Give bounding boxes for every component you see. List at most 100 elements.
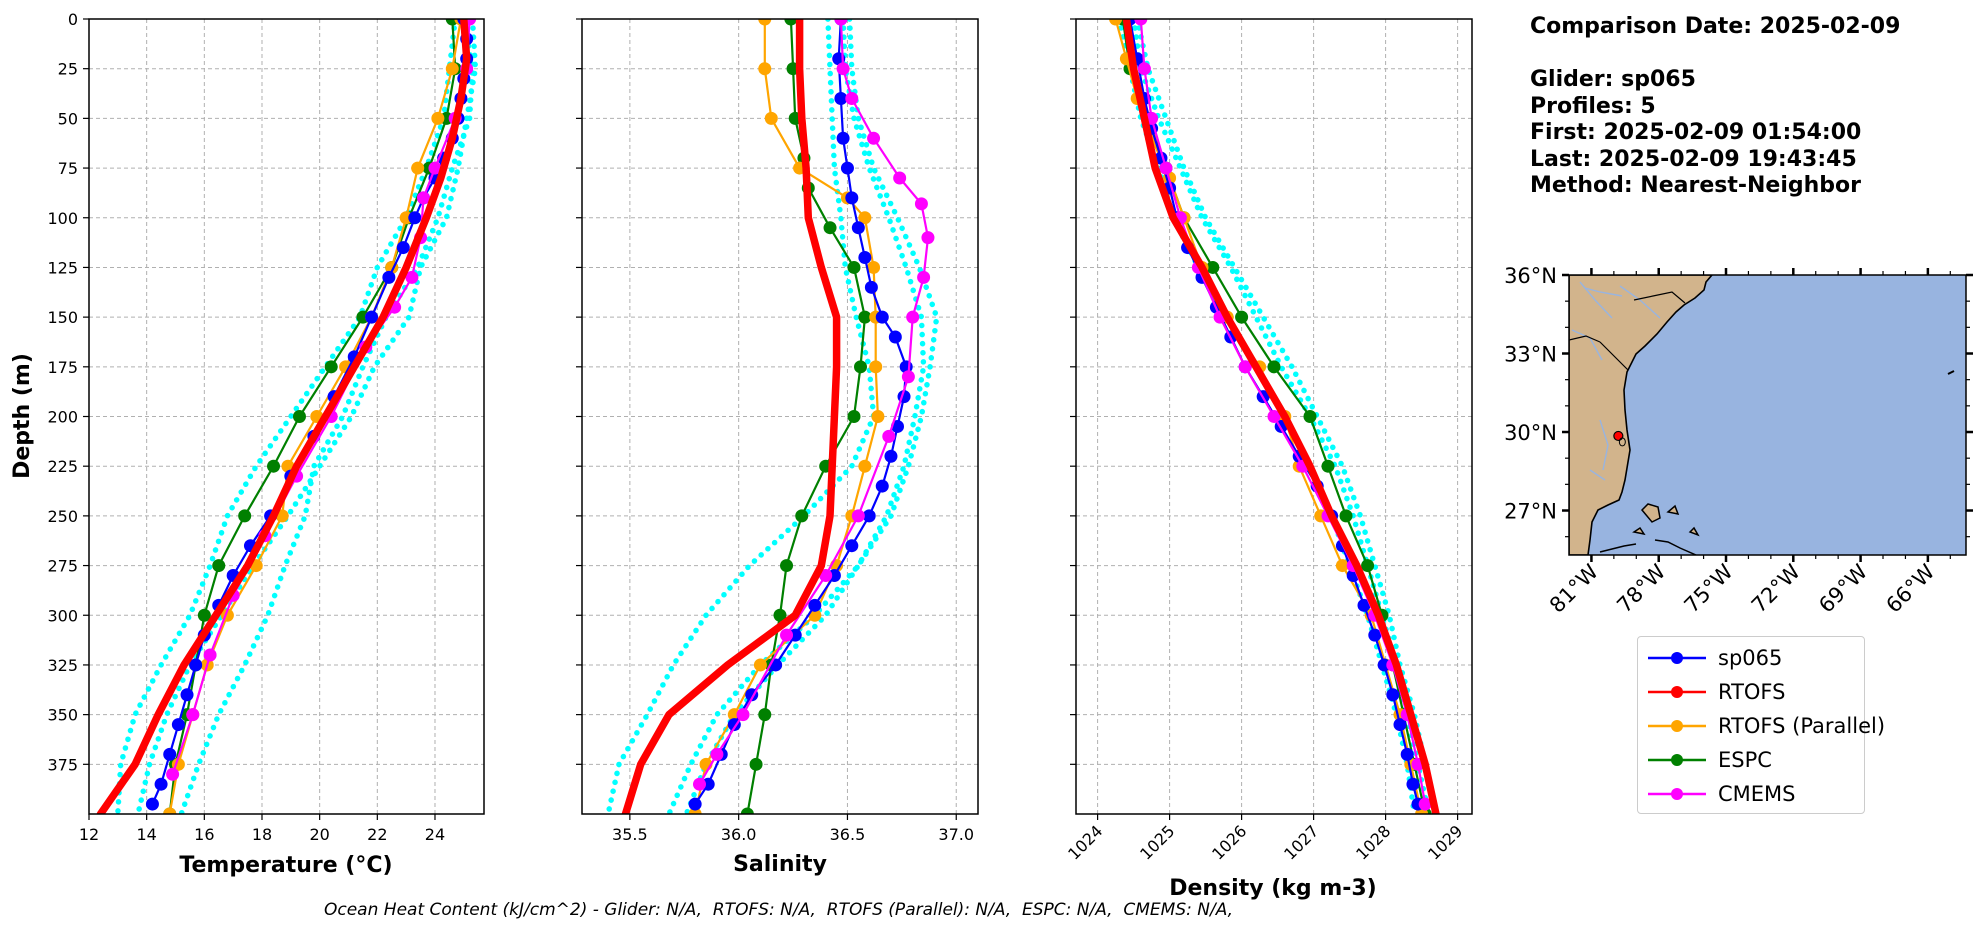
series-line <box>693 19 880 814</box>
data-point <box>758 19 772 26</box>
y-tick-label: 225 <box>47 457 78 476</box>
envelope-line <box>666 19 940 814</box>
density-axis-label: Density (kg m-3) <box>1169 876 1377 901</box>
data-point <box>858 310 872 324</box>
data-point <box>1238 360 1252 374</box>
x-tick-label: 1028 <box>1352 821 1394 863</box>
data-point <box>197 608 211 622</box>
data-point <box>171 718 185 732</box>
y-tick-label: 275 <box>47 557 78 576</box>
data-point <box>884 449 898 463</box>
salinity-panel: 35.5 36.0 36.5 37.0 <box>576 18 979 844</box>
data-point <box>917 270 931 284</box>
lon-tick-label: 69°W <box>1814 559 1872 617</box>
map-keys <box>1599 539 1697 555</box>
data-point <box>893 171 907 185</box>
data-point <box>163 807 177 814</box>
map-cuba-edge <box>1632 503 1700 537</box>
series-line <box>151 19 468 806</box>
data-point <box>864 280 878 294</box>
y-tick-label: 375 <box>47 755 78 774</box>
series-line <box>171 19 471 776</box>
glider-marker <box>1613 430 1624 442</box>
data-point <box>154 777 168 791</box>
lat-tick-label: 30°N <box>1504 421 1557 445</box>
map-borders <box>1569 291 1686 371</box>
data-point <box>145 797 159 811</box>
envelope-line <box>178 19 476 814</box>
data-point <box>780 559 794 573</box>
location-map: 36°N 33°N 30°N 27°N 81°W 78°W 75°W 72°W 69°W 66°W <box>1504 264 1973 618</box>
data-point <box>740 807 754 814</box>
data-point <box>1335 559 1349 573</box>
data-point <box>867 131 881 145</box>
data-point <box>1406 777 1420 791</box>
data-point <box>1339 509 1353 523</box>
data-point <box>1159 161 1173 175</box>
envelope-line <box>135 19 479 814</box>
data-point <box>858 211 872 225</box>
data-point <box>847 260 861 274</box>
data-point <box>834 92 848 105</box>
data-point <box>189 658 203 672</box>
data-point <box>292 410 306 423</box>
y-tick-label: 175 <box>47 358 78 377</box>
data-point <box>784 19 798 26</box>
data-point <box>1137 62 1151 76</box>
series-line <box>1122 19 1440 814</box>
data-point <box>1357 598 1371 612</box>
y-tick-label: 150 <box>47 308 78 327</box>
legend-label: CMEMS <box>1718 782 1796 806</box>
legend-label: ESPC <box>1718 748 1772 772</box>
data-point <box>1267 360 1281 374</box>
data-point <box>875 310 889 324</box>
data-point <box>753 658 767 672</box>
data-point <box>431 111 445 125</box>
data-point <box>1235 310 1249 324</box>
density-panel: 1024 1025 1026 1027 1028 1029 <box>1064 18 1473 864</box>
legend-swatch <box>1648 720 1706 732</box>
y-tick-label: 300 <box>47 606 78 625</box>
data-point <box>1361 559 1375 573</box>
lon-tick-label: 66°W <box>1881 559 1939 617</box>
salinity-axis-label: Salinity <box>733 852 827 877</box>
x-tick-label: 12 <box>79 825 99 844</box>
legend-item-cmems: CMEMS <box>1646 777 1796 811</box>
y-tick-label: 50 <box>58 109 78 128</box>
x-tick-label: 16 <box>194 825 214 844</box>
plot-area <box>96 19 479 814</box>
legend-item-rtofs-parallel: RTOFS (Parallel) <box>1646 709 1885 743</box>
data-point <box>1206 260 1220 274</box>
legend-swatch <box>1648 652 1706 664</box>
data-point <box>1303 410 1317 423</box>
data-point <box>382 270 396 284</box>
data-point <box>324 360 338 374</box>
data-point <box>854 360 868 374</box>
data-point <box>858 251 872 264</box>
y-tick-label: 350 <box>47 706 78 725</box>
lat-tick-label: 36°N <box>1504 264 1557 288</box>
legend-swatch <box>1648 754 1706 766</box>
data-point <box>764 111 778 125</box>
data-point <box>840 161 854 175</box>
series-sp065 <box>145 19 474 811</box>
legend-item-rtofs: RTOFS <box>1646 675 1785 709</box>
data-point <box>445 62 459 76</box>
data-point <box>1400 747 1414 761</box>
data-point <box>836 62 850 76</box>
glider-name: Glider: sp065 <box>1530 67 1696 92</box>
grid <box>88 18 484 814</box>
data-point <box>834 19 848 26</box>
x-tick-label: 1027 <box>1280 821 1322 863</box>
data-point <box>428 161 442 175</box>
x-tick-label: 1024 <box>1064 821 1106 863</box>
data-point <box>1109 19 1123 26</box>
data-point <box>186 708 200 722</box>
y-tick-label: 25 <box>58 60 78 79</box>
data-point <box>203 648 217 662</box>
data-point <box>906 310 920 324</box>
temperature-panel: 12 14 16 18 20 22 24 0 25 50 75 100 125 150 175 200 225 2… <box>47 10 485 844</box>
legend-label: RTOFS <box>1718 680 1786 704</box>
series-line <box>698 19 930 786</box>
